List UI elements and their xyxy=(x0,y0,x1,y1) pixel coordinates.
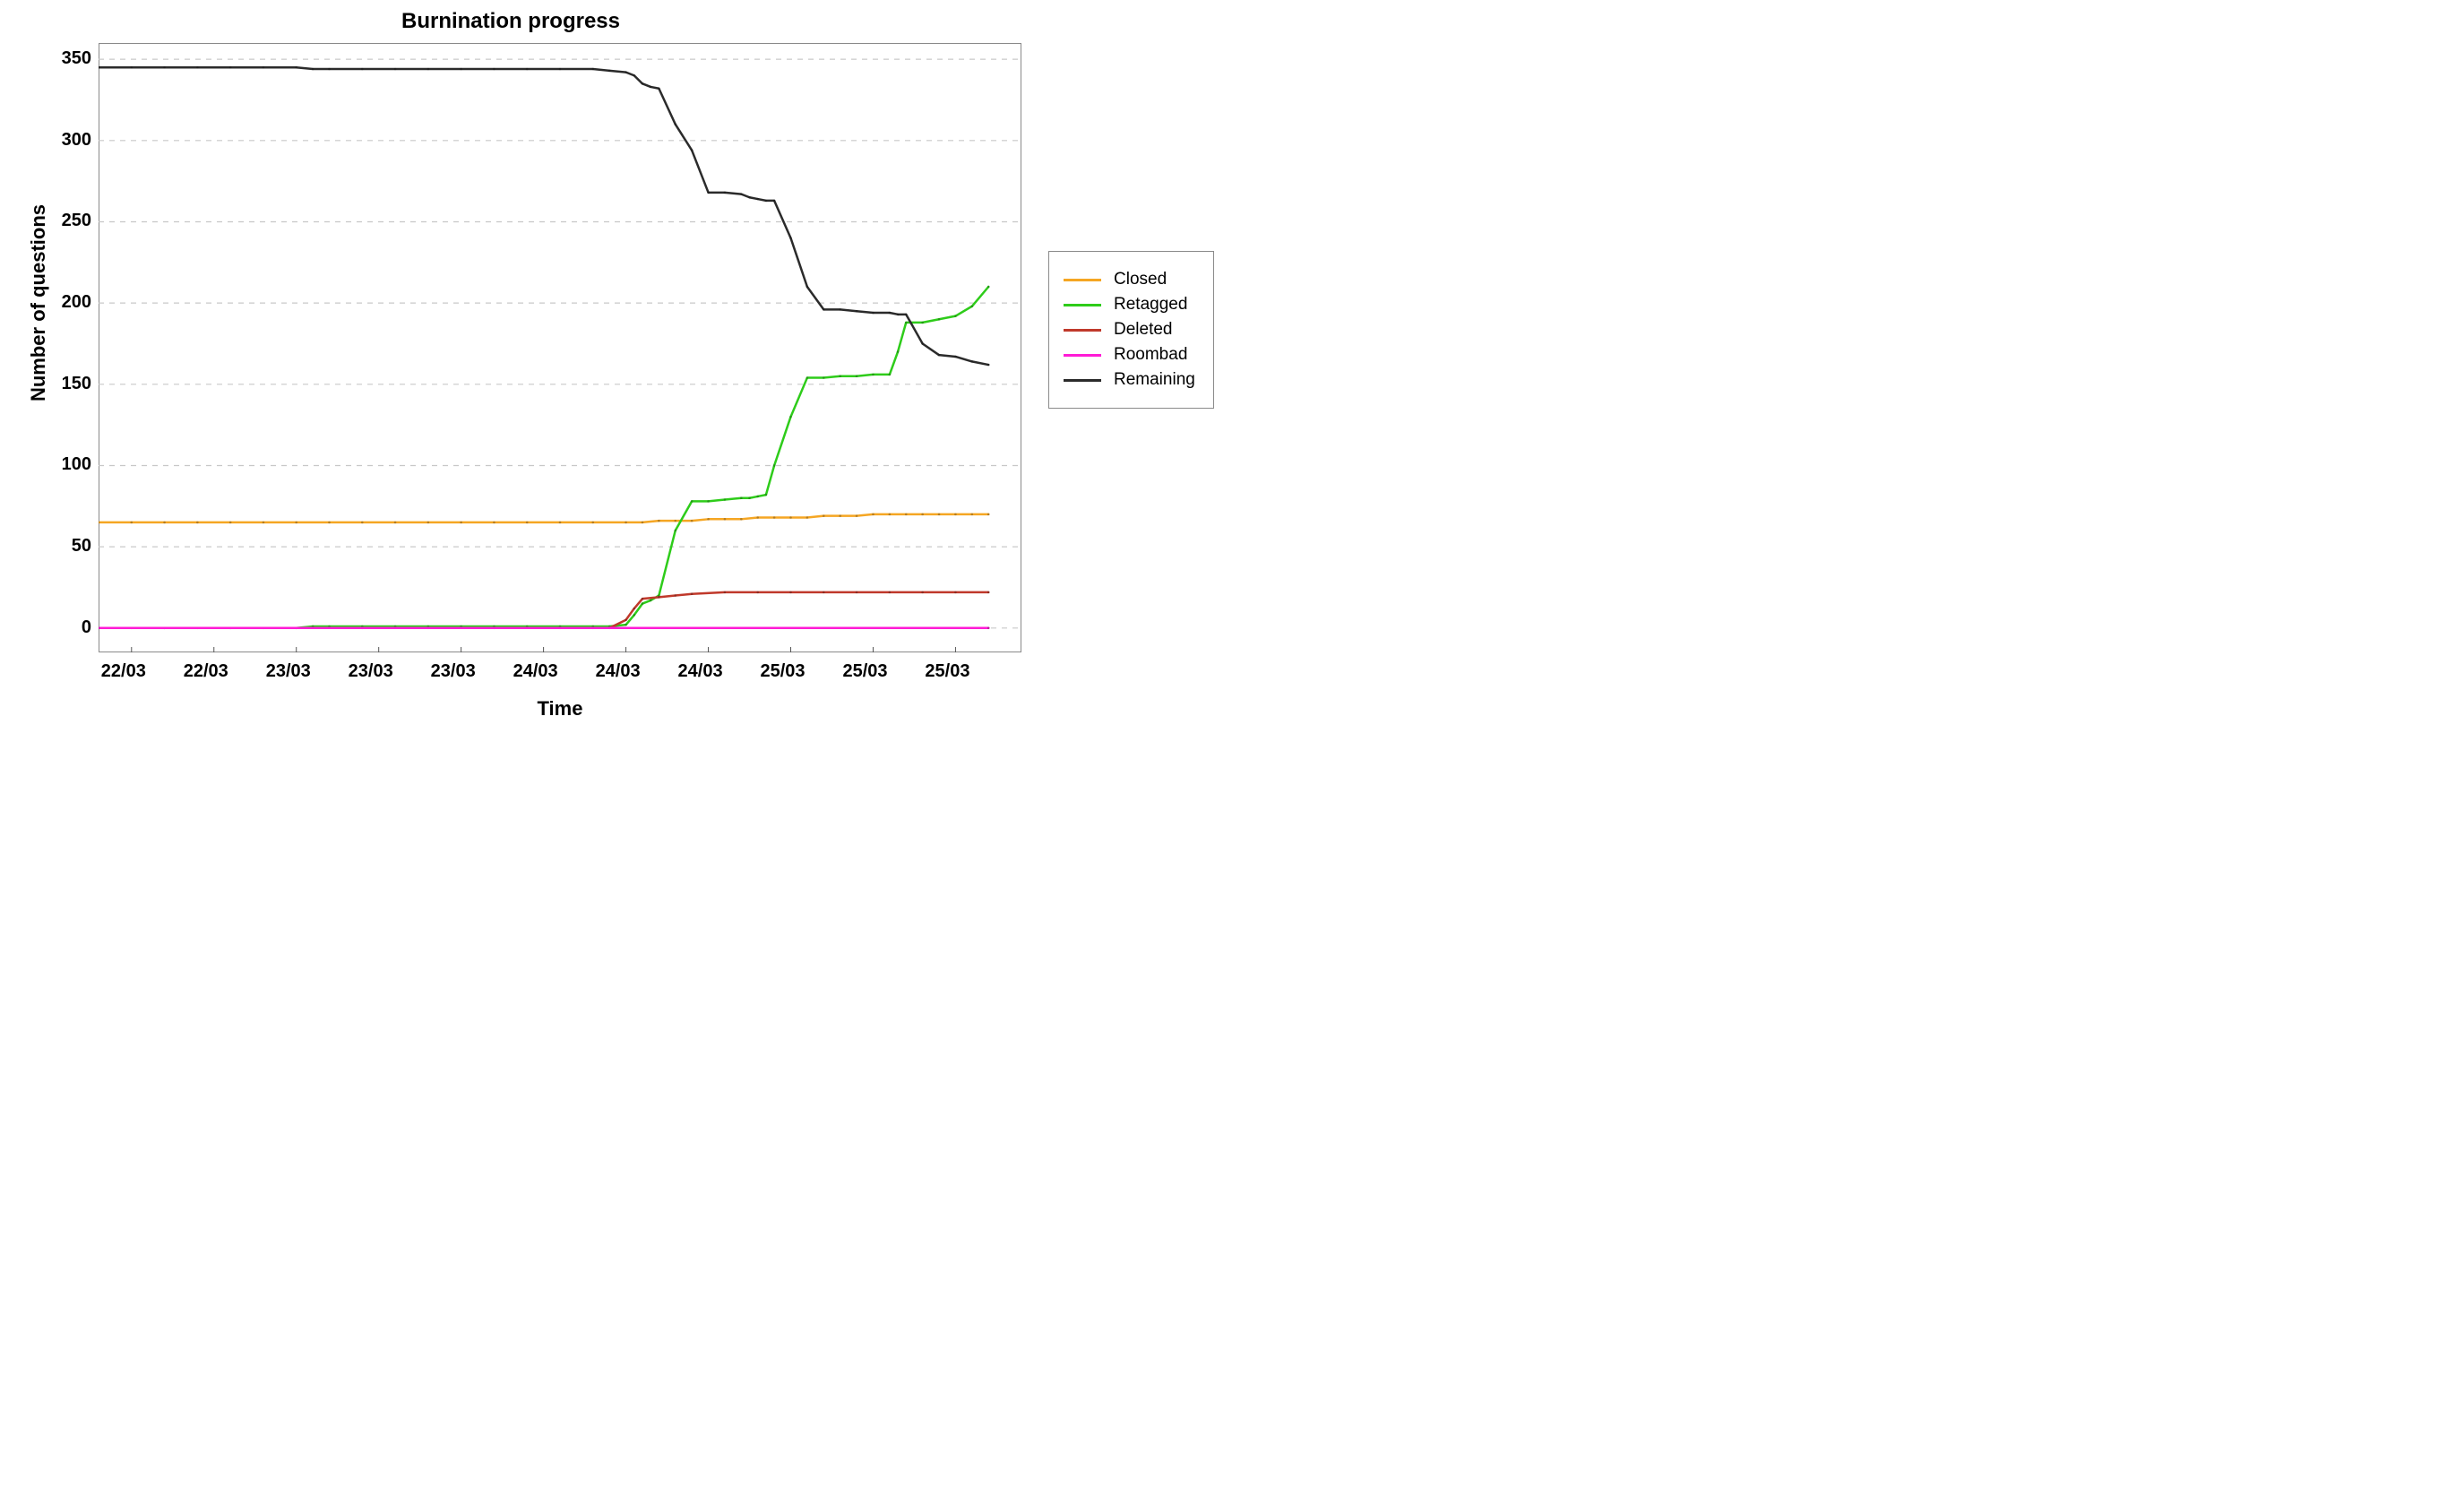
legend-label: Closed xyxy=(1114,270,1167,289)
legend-label: Deleted xyxy=(1114,320,1173,340)
legend-swatch xyxy=(1064,379,1101,382)
legend-item: Roombad xyxy=(1064,345,1197,365)
legend: Closed Retagged Deleted Roombad Remaining xyxy=(1048,251,1214,409)
y-tick-label: 100 xyxy=(62,454,91,475)
x-tick-label: 22/03 xyxy=(101,661,146,682)
x-tick-label: 24/03 xyxy=(596,661,641,682)
y-tick-label: 0 xyxy=(82,617,91,638)
x-tick-label: 25/03 xyxy=(925,661,969,682)
x-tick-label: 23/03 xyxy=(349,661,393,682)
x-tick-label: 22/03 xyxy=(184,661,228,682)
legend-swatch xyxy=(1064,354,1101,357)
x-tick-label: 24/03 xyxy=(513,661,558,682)
legend-label: Roombad xyxy=(1114,345,1187,365)
y-tick-label: 200 xyxy=(62,292,91,313)
x-tick-label: 25/03 xyxy=(842,661,887,682)
y-tick-label: 150 xyxy=(62,374,91,394)
y-tick-label: 300 xyxy=(62,130,91,151)
y-axis-label: Number of questions xyxy=(27,151,50,455)
legend-item: Deleted xyxy=(1064,320,1197,340)
plot-svg xyxy=(99,43,1021,652)
y-tick-label: 50 xyxy=(72,536,91,557)
legend-label: Remaining xyxy=(1114,370,1195,390)
legend-label: Retagged xyxy=(1114,295,1187,315)
y-tick-label: 350 xyxy=(62,48,91,69)
x-tick-label: 24/03 xyxy=(678,661,723,682)
legend-item: Retagged xyxy=(1064,295,1197,315)
legend-swatch xyxy=(1064,329,1101,332)
x-axis-label: Time xyxy=(99,697,1021,721)
legend-swatch xyxy=(1064,304,1101,306)
x-tick-label: 25/03 xyxy=(761,661,806,682)
legend-item: Closed xyxy=(1064,270,1197,289)
legend-swatch xyxy=(1064,279,1101,281)
chart-title: Burnination progress xyxy=(0,9,1021,34)
y-tick-label: 250 xyxy=(62,211,91,231)
x-tick-label: 23/03 xyxy=(431,661,476,682)
legend-item: Remaining xyxy=(1064,370,1197,390)
x-tick-label: 23/03 xyxy=(266,661,311,682)
